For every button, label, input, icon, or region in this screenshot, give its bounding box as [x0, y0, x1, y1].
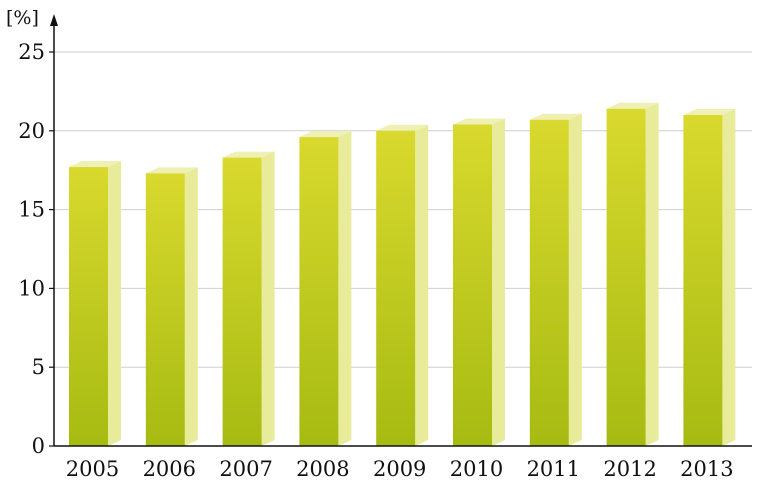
y-axis-unit-label: [%] [6, 7, 39, 29]
bar-top-face [145, 167, 198, 174]
bar-top-face [453, 118, 505, 125]
bar-side-face [492, 118, 505, 446]
x-tick-label: 2011 [527, 457, 580, 481]
bar-2011 [529, 113, 582, 446]
x-tick-label: 2009 [373, 457, 426, 481]
bar-2006 [145, 167, 198, 447]
bar-top-face [69, 161, 121, 168]
bar-front-face [299, 137, 339, 446]
bar-side-face [568, 113, 582, 446]
bar-top-face [299, 131, 352, 138]
x-tick-label: 2005 [66, 457, 119, 481]
x-tick-label: 2010 [450, 457, 503, 481]
x-tick-label: 2007 [219, 457, 272, 481]
bar-front-face [453, 124, 492, 446]
y-tick-label: 5 [32, 355, 45, 379]
bar-front-face [683, 115, 723, 446]
bar-2009 [376, 124, 429, 447]
bar-top-face [376, 124, 429, 131]
bar-front-face [145, 173, 185, 447]
bar-side-face [645, 102, 659, 447]
bar-front-face [69, 167, 108, 446]
x-tick-label: 2008 [296, 457, 349, 481]
bar-2008 [299, 131, 352, 446]
y-tick-label: 25 [18, 40, 45, 64]
tick-labels: 0 5 10 15 20 25 2005 2006 2007 2008 2009 2010 2011 20… [18, 40, 733, 481]
bar-2007 [222, 151, 275, 447]
bar-top-face [606, 102, 659, 109]
bar-2013 [683, 109, 736, 446]
bar-side-face [722, 109, 736, 446]
bar-top-face [529, 113, 582, 120]
y-tick-label: 20 [18, 119, 45, 143]
bar-top-face [222, 151, 275, 158]
bar-front-face [606, 108, 646, 447]
bar-front-face [376, 130, 416, 447]
bar-side-face [184, 167, 198, 447]
y-tick-label: 0 [32, 434, 45, 458]
bar-front-face [222, 157, 262, 447]
x-tick-label: 2013 [680, 457, 733, 481]
y-tick-label: 15 [18, 198, 45, 222]
x-tick-label: 2006 [143, 457, 196, 481]
bar-2012 [606, 102, 659, 447]
bar-2005 [69, 161, 121, 446]
bar-front-face [529, 119, 569, 446]
bar-top-face [683, 109, 736, 116]
y-tick-label: 10 [18, 276, 45, 300]
bar-side-face [415, 124, 429, 447]
bar-side-face [338, 131, 352, 446]
y-axis-arrow-icon [50, 14, 58, 26]
bar-side-face [261, 151, 275, 447]
bars [69, 102, 736, 447]
bar-side-face [108, 161, 121, 446]
bar-2010 [453, 118, 505, 446]
axes [49, 14, 752, 447]
x-tick-label: 2012 [603, 457, 656, 481]
